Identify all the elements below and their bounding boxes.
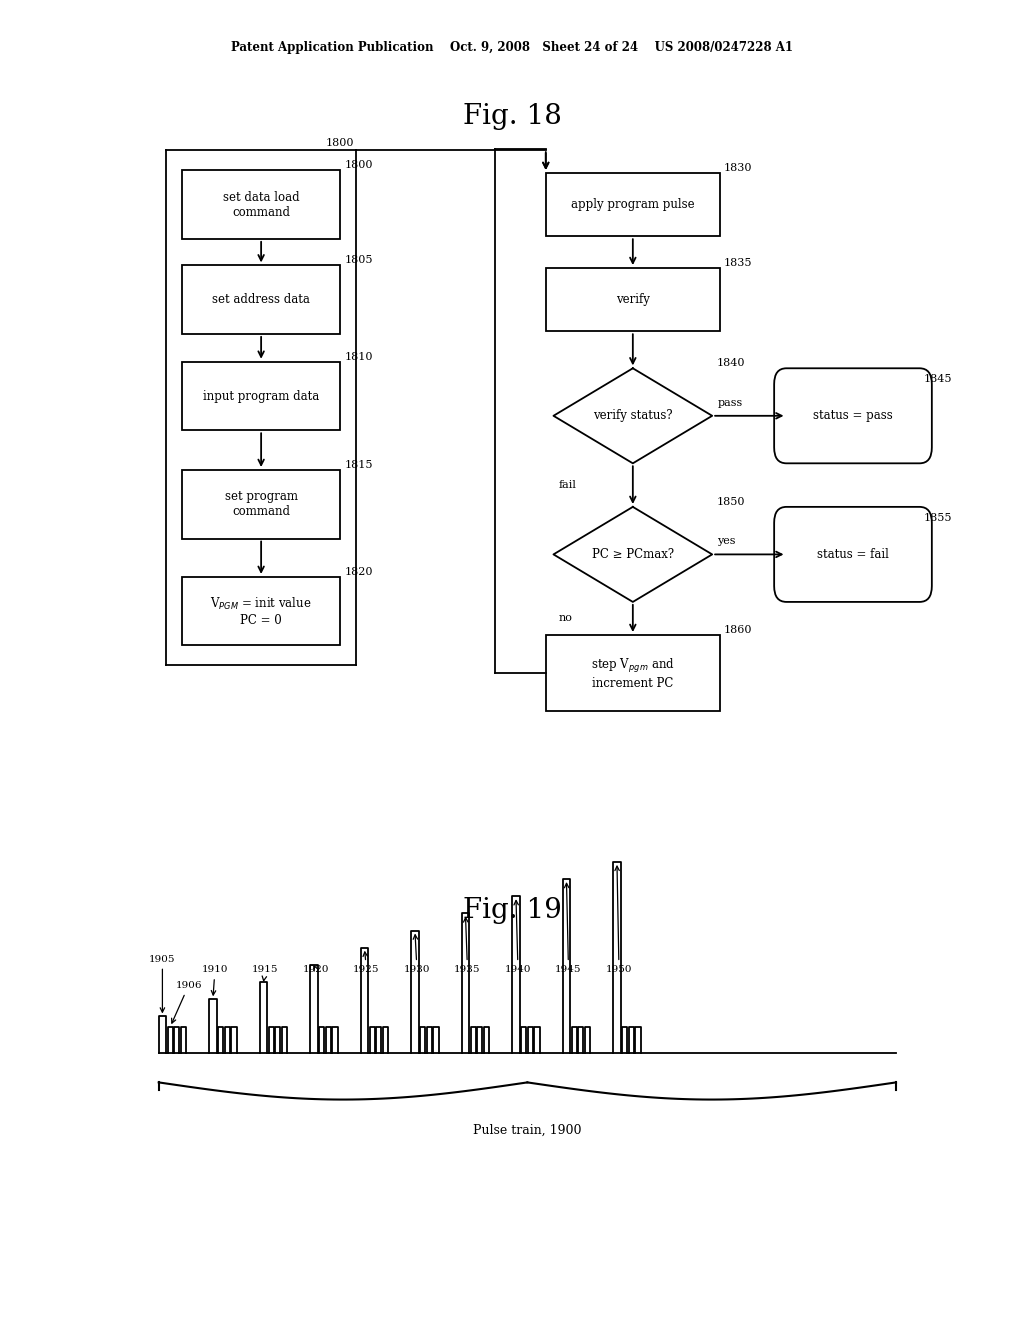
Polygon shape xyxy=(553,368,713,463)
Text: 1820: 1820 xyxy=(344,566,373,577)
Text: 1940: 1940 xyxy=(505,900,531,974)
Text: set address data: set address data xyxy=(212,293,310,306)
Text: 1910: 1910 xyxy=(202,965,228,995)
Text: status = fail: status = fail xyxy=(817,548,889,561)
Text: set data load
command: set data load command xyxy=(223,190,299,219)
Text: Fig. 19: Fig. 19 xyxy=(463,898,561,924)
Text: verify status?: verify status? xyxy=(593,409,673,422)
Text: 1915: 1915 xyxy=(252,965,279,981)
Text: 1905: 1905 xyxy=(150,954,176,1012)
Text: Patent Application Publication    Oct. 9, 2008   Sheet 24 of 24    US 2008/02472: Patent Application Publication Oct. 9, 2… xyxy=(231,41,793,54)
Text: 1920: 1920 xyxy=(303,965,329,974)
Text: Pulse train, 1900: Pulse train, 1900 xyxy=(473,1123,582,1137)
Polygon shape xyxy=(553,507,713,602)
FancyBboxPatch shape xyxy=(182,470,340,539)
FancyBboxPatch shape xyxy=(546,635,720,711)
Text: 1815: 1815 xyxy=(344,459,373,470)
FancyBboxPatch shape xyxy=(774,368,932,463)
FancyBboxPatch shape xyxy=(182,362,340,430)
FancyBboxPatch shape xyxy=(546,173,720,236)
FancyBboxPatch shape xyxy=(546,268,720,331)
Text: 1845: 1845 xyxy=(924,374,952,384)
Text: Fig. 18: Fig. 18 xyxy=(463,103,561,129)
Text: pass: pass xyxy=(717,397,742,408)
Text: 1800: 1800 xyxy=(326,137,354,148)
Text: 1860: 1860 xyxy=(724,624,753,635)
Text: 1925: 1925 xyxy=(353,952,380,974)
Text: 1855: 1855 xyxy=(924,512,952,523)
Text: yes: yes xyxy=(717,536,736,546)
Text: set program
command: set program command xyxy=(224,490,298,519)
Text: 1805: 1805 xyxy=(344,255,373,265)
Text: apply program pulse: apply program pulse xyxy=(571,198,694,211)
Text: 1840: 1840 xyxy=(717,358,744,368)
Text: no: no xyxy=(559,614,572,623)
Text: verify: verify xyxy=(615,293,650,306)
Text: fail: fail xyxy=(559,480,577,490)
Text: input program data: input program data xyxy=(203,389,319,403)
FancyBboxPatch shape xyxy=(182,577,340,645)
Text: 1945: 1945 xyxy=(555,883,582,974)
Text: 1835: 1835 xyxy=(724,257,753,268)
Text: 1830: 1830 xyxy=(724,162,753,173)
Text: 1935: 1935 xyxy=(455,917,480,974)
FancyBboxPatch shape xyxy=(182,265,340,334)
Text: step V$_{pgm}$ and
increment PC: step V$_{pgm}$ and increment PC xyxy=(591,657,675,689)
Text: 1850: 1850 xyxy=(717,496,744,507)
Text: 1906: 1906 xyxy=(172,981,202,1023)
Text: status = pass: status = pass xyxy=(813,409,893,422)
Text: 1810: 1810 xyxy=(344,351,373,362)
Text: 1800: 1800 xyxy=(344,160,373,170)
Text: 1930: 1930 xyxy=(403,935,430,974)
Text: V$_{PGM}$ = init value
PC = 0: V$_{PGM}$ = init value PC = 0 xyxy=(210,595,312,627)
FancyBboxPatch shape xyxy=(774,507,932,602)
Text: PC ≥ PCmax?: PC ≥ PCmax? xyxy=(592,548,674,561)
Text: 1950: 1950 xyxy=(606,866,632,974)
FancyBboxPatch shape xyxy=(182,170,340,239)
